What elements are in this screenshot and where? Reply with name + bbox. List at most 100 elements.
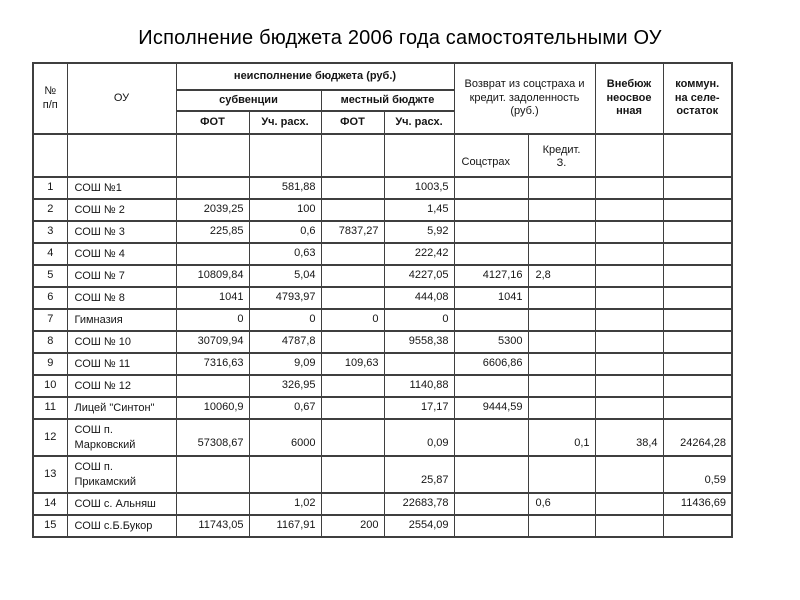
value-cell [594,374,664,398]
slide-title: Исполнение бюджета 2006 года самостоятел… [138,27,662,49]
value-cell [594,220,664,244]
value-cell: 1,45 [383,198,455,222]
table-header: № п/п ОУ неисполнение бюджета (руб.) Воз… [32,62,733,178]
value-cell [175,374,250,398]
value-cell: 200 [320,514,385,538]
value-cell: 2,8 [527,264,596,288]
value-cell [320,176,385,200]
value-cell: 581,88 [248,176,322,200]
value-cell [662,264,733,288]
value-cell [453,176,529,200]
value-cell [320,198,385,222]
value-cell [320,492,385,516]
header-socstrah: Соцстрах [453,133,529,178]
value-cell [175,492,250,516]
value-cell: 6606,86 [453,352,529,376]
school-name-cell: СОШ с.Б.Букор [66,514,177,538]
value-cell [662,242,733,266]
school-name-cell: СОШ № 11 [66,352,177,376]
value-cell: 5,92 [383,220,455,244]
value-cell: 1041 [453,286,529,310]
value-cell [453,374,529,398]
table-row: 7 Гимназия 0 0 0 0 [32,308,733,332]
value-cell [175,242,250,266]
value-cell: 1167,91 [248,514,322,538]
value-cell [453,198,529,222]
value-cell: 444,08 [383,286,455,310]
school-name-cell: СОШ № 7 [66,264,177,288]
value-cell [662,352,733,376]
value-cell [320,330,385,354]
value-cell [594,176,664,200]
table-row: 13 СОШ п. Прикамский 25,87 0,59 [32,455,733,494]
school-name-cell: СОШ п. Прикамский [66,455,177,494]
school-name-cell: СОШ № 2 [66,198,177,222]
value-cell: 11436,69 [662,492,733,516]
value-cell: 9,09 [248,352,322,376]
header-subvencii-group: субвенции [175,89,322,112]
value-cell [453,492,529,516]
header-ou: ОУ [66,62,177,135]
table-row: 6 СОШ № 8 1041 4793,97 444,08 1041 [32,286,733,310]
value-cell: 17,17 [383,396,455,420]
value-cell [527,455,596,494]
header-row-4: Соцстрах Кредит. З. [32,133,733,178]
value-cell: 4793,97 [248,286,322,310]
value-cell [453,418,529,457]
value-cell [527,396,596,420]
value-cell: 10809,84 [175,264,250,288]
table-row: 9 СОШ № 11 7316,63 9,09 109,63 6606,86 [32,352,733,376]
value-cell: 4787,8 [248,330,322,354]
value-cell: 1,02 [248,492,322,516]
value-cell: 0 [248,308,322,332]
school-name-cell: СОШ п. Марковский [66,418,177,457]
table-row: 5 СОШ № 7 10809,84 5,04 4227,05 4127,16 2,8 [32,264,733,288]
value-cell [662,220,733,244]
row-number-cell: 14 [32,492,68,516]
value-cell [527,176,596,200]
school-name-cell: Гимназия [66,308,177,332]
value-cell: 4127,16 [453,264,529,288]
value-cell [527,198,596,222]
value-cell: 9444,59 [453,396,529,420]
table-row: 12 СОШ п. Марковский 57308,67 6000 0,09 0,1 38… [32,418,733,457]
row-number-cell: 12 [32,418,68,457]
header-empty-cell [66,133,177,178]
header-empty-cell [320,133,385,178]
school-name-cell: СОШ № 8 [66,286,177,310]
header-empty-cell [662,133,733,178]
school-name-cell: СОШ № 4 [66,242,177,266]
value-cell [453,308,529,332]
value-cell: 326,95 [248,374,322,398]
value-cell [594,242,664,266]
table-row: 1 СОШ №1 581,88 1003,5 [32,176,733,200]
value-cell [320,286,385,310]
value-cell [320,455,385,494]
value-cell [527,308,596,332]
value-cell: 0 [175,308,250,332]
value-cell: 1140,88 [383,374,455,398]
header-uch-rash-mestny: Уч. расх. [383,110,455,135]
value-cell [662,308,733,332]
value-cell: 30709,94 [175,330,250,354]
value-cell [453,220,529,244]
row-number-cell: 8 [32,330,68,354]
row-number-cell: 13 [32,455,68,494]
row-number-cell: 11 [32,396,68,420]
value-cell: 38,4 [594,418,664,457]
value-cell [594,286,664,310]
table-row: 14 СОШ с. Альняш 1,02 22683,78 0,6 11436,69 [32,492,733,516]
value-cell [662,374,733,398]
school-name-cell: СОШ с. Альняш [66,492,177,516]
value-cell [175,455,250,494]
value-cell [453,455,529,494]
value-cell [662,330,733,354]
value-cell: 7837,27 [320,220,385,244]
header-empty-cell [175,133,250,178]
value-cell: 2554,09 [383,514,455,538]
value-cell: 0,1 [527,418,596,457]
value-cell [527,286,596,310]
value-cell [594,264,664,288]
value-cell [320,418,385,457]
value-cell [594,396,664,420]
